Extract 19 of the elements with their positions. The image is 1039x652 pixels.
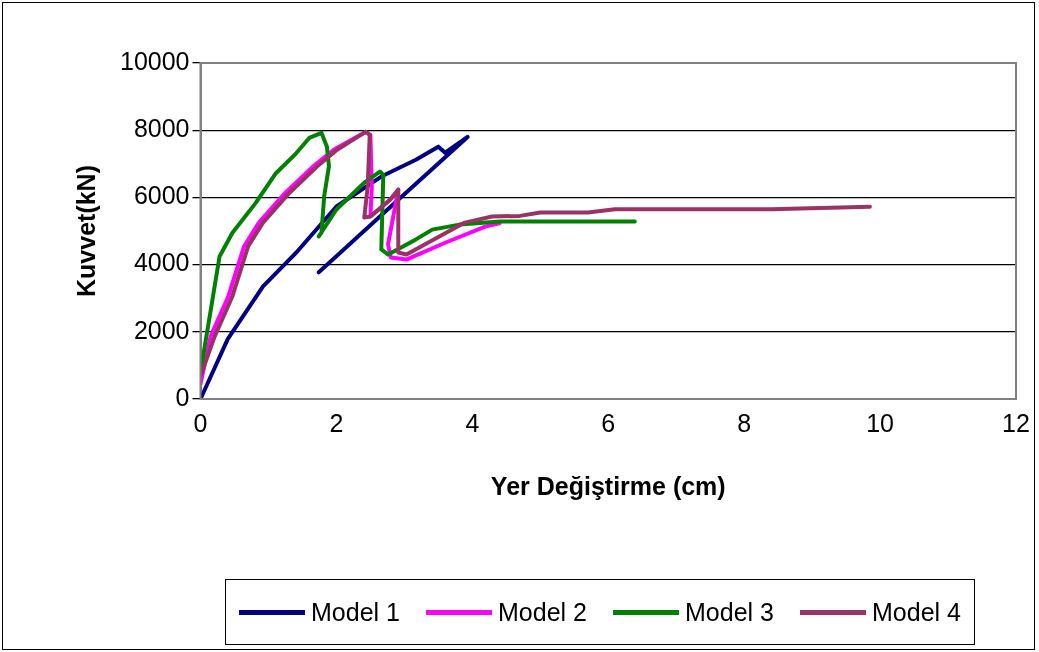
y-tick-label: 8000: [133, 114, 190, 143]
x-tick-label: 2: [329, 408, 344, 437]
y-axis-title: Kuvvet(kN): [71, 165, 100, 297]
legend-label: Model 1: [311, 597, 400, 627]
x-tick-label: 0: [193, 408, 208, 437]
y-tick-label: 2000: [133, 315, 190, 344]
y-tick-label: 10000: [119, 46, 190, 75]
x-tick-label: 4: [465, 408, 480, 437]
y-tick-label: 0: [175, 382, 190, 411]
legend-label: Model 2: [498, 597, 587, 627]
x-tick-label: 8: [737, 408, 752, 437]
x-axis-title: Yer Değiştirme (cm): [490, 471, 726, 500]
y-tick-label: 4000: [133, 248, 190, 277]
y-tick-label: 6000: [133, 181, 190, 210]
legend-label: Model 3: [685, 597, 774, 627]
x-tick-label: 12: [1002, 408, 1030, 437]
x-tick-label: 10: [866, 408, 894, 437]
x-tick-label: 6: [601, 408, 616, 437]
legend-label: Model 4: [872, 597, 961, 627]
